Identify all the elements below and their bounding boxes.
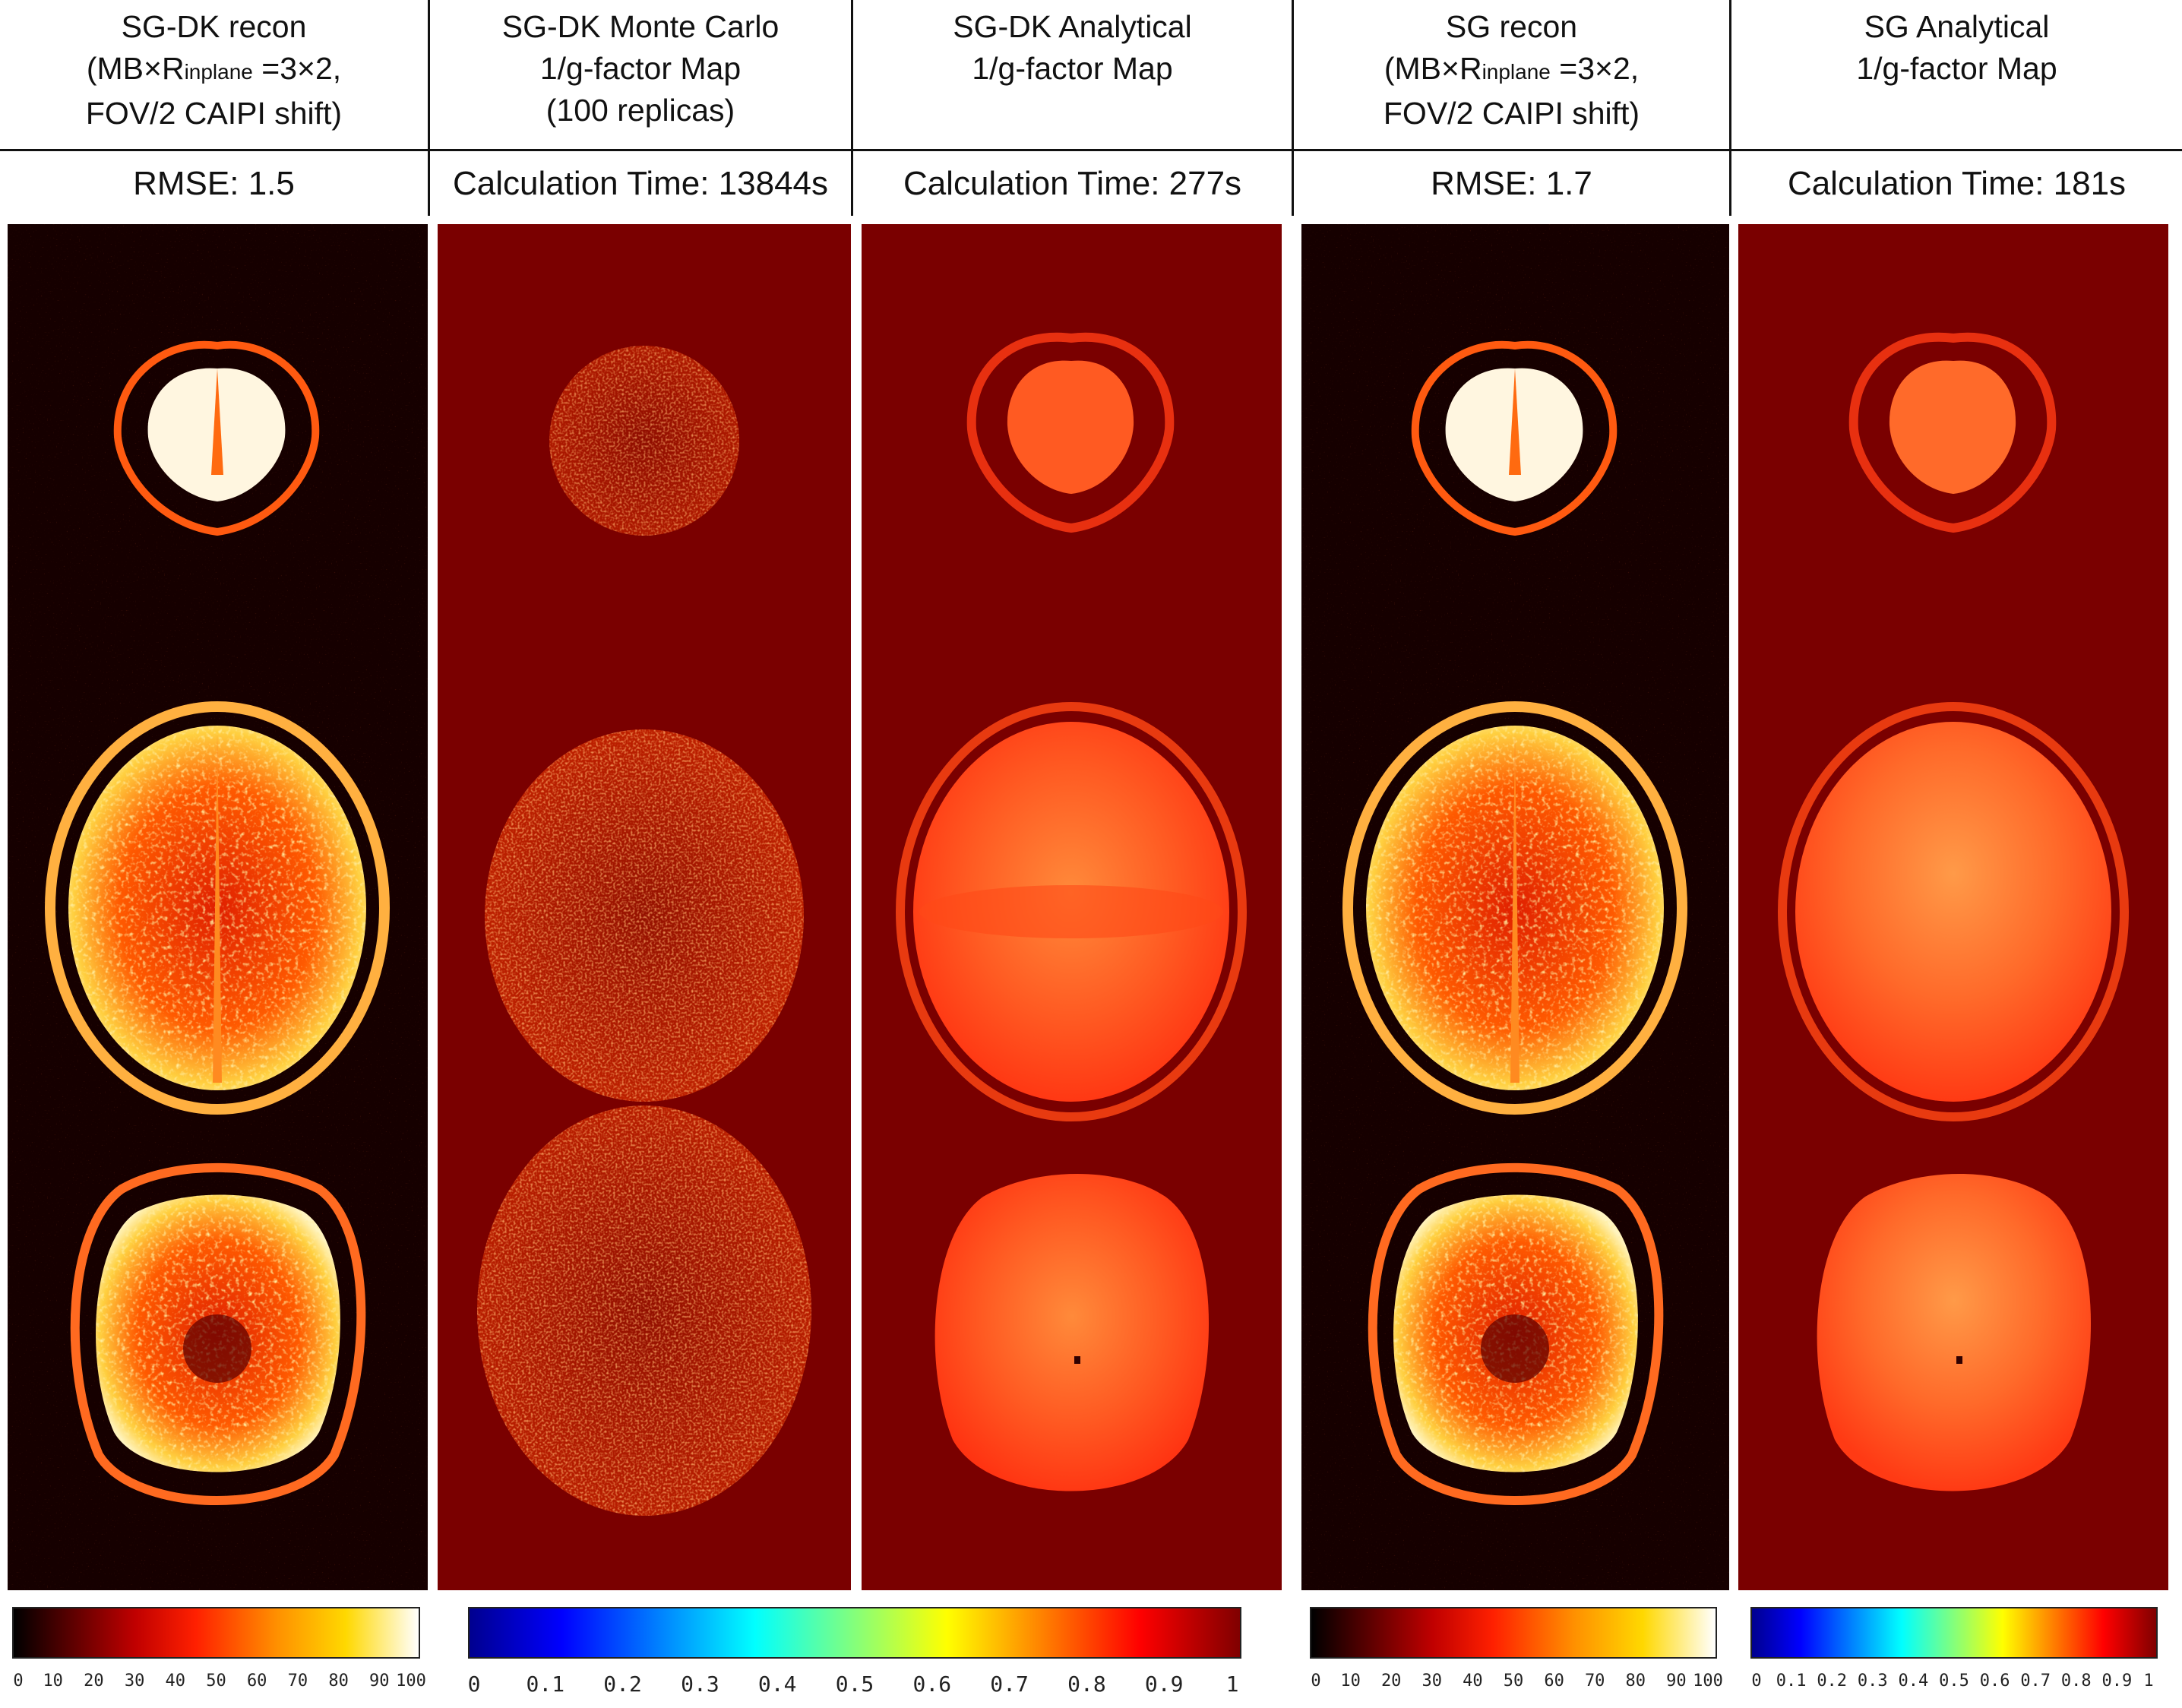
- colorbar-tick-label: 40: [165, 1672, 186, 1691]
- colorbar-tick-label: 0.4: [1898, 1672, 1929, 1691]
- colorbar-jet-1: [468, 1607, 1241, 1659]
- colorbar-tick-label: 60: [1544, 1672, 1564, 1691]
- gmap-analytical-top: [966, 332, 1175, 533]
- colorbar-tick-label: 10: [43, 1672, 63, 1691]
- colorbar-tick-label: 60: [246, 1672, 267, 1691]
- colorbar-tick-label: 0.8: [2060, 1672, 2092, 1691]
- colorbar-tick-label: 100: [396, 1672, 426, 1691]
- brain-slice-middle: [45, 701, 390, 1115]
- gmap-analytical-middle: [896, 702, 1247, 1121]
- colorbar-tick-label: 0.9: [2101, 1672, 2133, 1691]
- colorbar-jet-1-ticks: 0 0.1 0.2 0.3 0.4 0.5 0.6 0.7 0.8 0.9 1: [468, 1672, 1241, 1702]
- column-divider-2: [851, 0, 853, 216]
- colorbar-jet-2: [1750, 1607, 2158, 1659]
- colorbar-tick-label: 0.7: [2020, 1672, 2051, 1691]
- colorbar-tick-label: 1: [2143, 1672, 2154, 1691]
- colorbar-hot-2: [1310, 1607, 1717, 1659]
- colorbar-tick-label: 0.3: [1857, 1672, 1888, 1691]
- colorbar-tick-label: 0.5: [835, 1672, 874, 1697]
- column-divider-4: [1729, 0, 1731, 216]
- brain-slice-top: [113, 340, 320, 536]
- colorbar-tick-label: 0: [467, 1672, 481, 1697]
- image-panel-sgdk-recon: [8, 224, 428, 1590]
- gmap-slice-bottom: [477, 1105, 811, 1516]
- image-panel-sg-recon: [1301, 224, 1729, 1590]
- image-panel-sg-analytical: [1738, 224, 2168, 1590]
- gmap-slice-top: [549, 346, 739, 536]
- gmap-sg-top: [1848, 332, 2057, 533]
- colorbar-hot-2-ticks: 0 10 20 30 40 50 60 70 80 90 100: [1310, 1672, 1723, 1702]
- colorbar-hot-1: [12, 1607, 420, 1659]
- colorbar-tick-label: 0.4: [757, 1672, 797, 1697]
- brain-slice-top-sg: [1411, 340, 1618, 536]
- image-panel-sgdk-montecarlo: [438, 224, 851, 1590]
- column-title-sgdk-montecarlo: SG-DK Monte Carlo 1/g-factor Map (100 re…: [501, 9, 780, 128]
- colorbar-tick-label: 0: [1751, 1672, 1762, 1691]
- rmse-label-sg: RMSE: 1.7: [1431, 165, 1592, 202]
- colorbar-tick-label: 0.8: [1067, 1672, 1106, 1697]
- calc-time-sg-analytical: Calculation Time: 181s: [1787, 165, 2127, 202]
- colorbar-tick-label: 50: [206, 1672, 226, 1691]
- header-divider: [0, 149, 2182, 151]
- colorbar-tick-label: 20: [1380, 1672, 1402, 1691]
- column-title-sgdk-recon: SG-DK recon (MB×Rinplane =3×2, FOV/2 CAI…: [85, 9, 343, 131]
- gmap-sg-middle: [1778, 702, 2129, 1121]
- gmap-analytical-bottom: [934, 1174, 1210, 1491]
- colorbar-tick-label: 0.2: [1817, 1672, 1848, 1691]
- calc-time-montecarlo: Calculation Time: 13844s: [452, 165, 829, 202]
- colorbar-tick-label: 40: [1463, 1672, 1483, 1691]
- colorbar-tick-label: 1: [1225, 1672, 1239, 1697]
- colorbar-tick-label: 0.6: [1979, 1672, 2010, 1691]
- colorbar-jet-2-ticks: 0 0.1 0.2 0.3 0.4 0.5 0.6 0.7 0.8 0.9 1: [1750, 1672, 2158, 1702]
- gmap-slice-middle: [485, 729, 804, 1102]
- colorbar-tick-label: 0.5: [1939, 1672, 1969, 1691]
- colorbar-hot-1-ticks: 0 10 20 30 40 50 60 70 80 90 100: [12, 1672, 426, 1702]
- colorbar-tick-label: 50: [1503, 1672, 1524, 1691]
- colorbar-tick-label: 30: [124, 1672, 145, 1691]
- colorbar-tick-label: 0.9: [1144, 1672, 1184, 1697]
- colorbar-tick-label: 30: [1421, 1672, 1443, 1691]
- calc-time-sgdk-analytical: Calculation Time: 277s: [903, 165, 1242, 202]
- colorbar-tick-label: 0.7: [990, 1672, 1029, 1697]
- colorbar-tick-label: 90: [1666, 1672, 1687, 1691]
- column-title-sg-analytical: SG Analytical 1/g-factor Map: [1856, 9, 2057, 86]
- colorbar-tick-label: 20: [84, 1672, 104, 1691]
- brain-slice-bottom-sg: [1368, 1162, 1664, 1505]
- colorbar-tick-label: 0.3: [681, 1672, 719, 1697]
- colorbar-tick-label: 0.6: [912, 1672, 952, 1697]
- gmap-sg-bottom: [1817, 1174, 2092, 1491]
- colorbar-tick-label: 0: [1311, 1672, 1321, 1691]
- colorbar-tick-label: 70: [1584, 1672, 1605, 1691]
- colorbar-tick-label: 80: [328, 1672, 349, 1691]
- colorbar-tick-label: 80: [1625, 1672, 1646, 1691]
- brain-slice-middle-sg: [1342, 701, 1687, 1115]
- colorbar-tick-label: 0.1: [1776, 1672, 1807, 1691]
- colorbar-tick-label: 0.2: [603, 1672, 642, 1697]
- column-title-sgdk-analytical: SG-DK Analytical 1/g-factor Map: [953, 9, 1192, 86]
- colorbar-tick-label: 90: [369, 1672, 390, 1691]
- rmse-label-sgdk: RMSE: 1.5: [133, 165, 295, 202]
- column-title-sg-recon: SG recon (MB×Rinplane =3×2, FOV/2 CAIPI …: [1383, 9, 1640, 131]
- colorbar-tick-label: 100: [1693, 1672, 1723, 1691]
- column-divider-1: [428, 0, 430, 216]
- column-divider-3: [1292, 0, 1294, 216]
- colorbar-tick-label: 70: [287, 1672, 308, 1691]
- colorbar-tick-label: 0: [13, 1672, 24, 1691]
- brain-slice-bottom: [70, 1162, 366, 1505]
- colorbar-tick-label: 0.1: [526, 1672, 565, 1697]
- image-panel-sgdk-analytical: [862, 224, 1282, 1590]
- colorbar-tick-label: 10: [1340, 1672, 1361, 1691]
